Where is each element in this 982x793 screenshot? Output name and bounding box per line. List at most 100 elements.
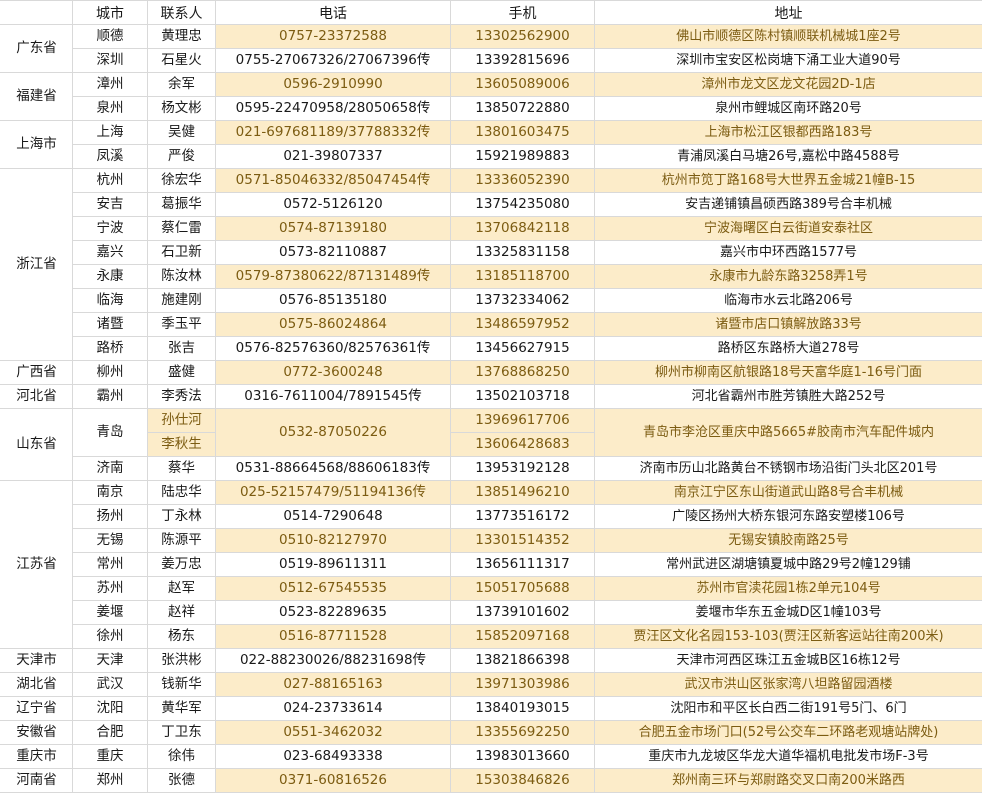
cell-mobile: 13302562900	[451, 25, 595, 49]
cell-city: 济南	[73, 457, 148, 481]
cell-mobile: 15852097168	[451, 625, 595, 649]
cell-city: 漳州	[73, 73, 148, 97]
cell-phone: 0514-7290648	[216, 505, 451, 529]
cell-mobile: 13732334062	[451, 289, 595, 313]
cell-person: 赵军	[148, 577, 216, 601]
cell-person: 徐伟	[148, 745, 216, 769]
cell-phone: 0516-87711528	[216, 625, 451, 649]
cell-city: 永康	[73, 265, 148, 289]
cell-person: 丁永林	[148, 505, 216, 529]
cell-city: 深圳	[73, 49, 148, 73]
cell-phone: 0595-22470958/28050658传	[216, 97, 451, 121]
cell-city: 天津	[73, 649, 148, 673]
cell-province: 辽宁省	[1, 697, 73, 721]
cell-mobile: 13969617706	[451, 409, 595, 433]
cell-person: 陈源平	[148, 529, 216, 553]
cell-person: 杨文彬	[148, 97, 216, 121]
cell-person: 吴健	[148, 121, 216, 145]
header-province	[1, 1, 73, 25]
cell-phone: 0531-88664568/88606183传	[216, 457, 451, 481]
cell-mobile: 15303846826	[451, 769, 595, 793]
header-mobile: 手机	[451, 1, 595, 25]
cell-address: 沈阳市和平区长白西二街191号5门、6门	[595, 697, 982, 721]
cell-province: 福建省	[1, 73, 73, 121]
cell-province: 湖北省	[1, 673, 73, 697]
cell-address: 武汉市洪山区张家湾八坦路留园酒楼	[595, 673, 982, 697]
cell-person: 黄理忠	[148, 25, 216, 49]
cell-person: 季玉平	[148, 313, 216, 337]
table-header-row: 城市 联系人 电话 手机 地址	[1, 1, 982, 25]
cell-person: 李秀法	[148, 385, 216, 409]
cell-city: 无锡	[73, 529, 148, 553]
cell-person: 葛振华	[148, 193, 216, 217]
cell-phone: 0573-82110887	[216, 241, 451, 265]
cell-person: 蔡仁雷	[148, 217, 216, 241]
cell-phone: 0572-5126120	[216, 193, 451, 217]
cell-phone: 0551-3462032	[216, 721, 451, 745]
cell-person: 张洪彬	[148, 649, 216, 673]
cell-phone: 0519-89611311	[216, 553, 451, 577]
cell-province: 浙江省	[1, 169, 73, 361]
cell-address: 路桥区东路桥大道278号	[595, 337, 982, 361]
cell-mobile: 13801603475	[451, 121, 595, 145]
cell-mobile: 13739101602	[451, 601, 595, 625]
cell-address: 永康市九龄东路3258弄1号	[595, 265, 982, 289]
cell-person: 严俊	[148, 145, 216, 169]
cell-phone: 0757-23372588	[216, 25, 451, 49]
cell-mobile: 13486597952	[451, 313, 595, 337]
cell-city: 上海	[73, 121, 148, 145]
cell-address: 广陵区扬州大桥东银河东路安塑楼106号	[595, 505, 982, 529]
cell-address: 嘉兴市中环西路1577号	[595, 241, 982, 265]
cell-mobile: 13456627915	[451, 337, 595, 361]
cell-mobile: 13606428683	[451, 433, 595, 457]
cell-phone: 0523-82289635	[216, 601, 451, 625]
cell-phone: 0576-82576360/82576361传	[216, 337, 451, 361]
cell-mobile: 13850722880	[451, 97, 595, 121]
cell-mobile: 13983013660	[451, 745, 595, 769]
cell-city: 诸暨	[73, 313, 148, 337]
cell-mobile: 13301514352	[451, 529, 595, 553]
cell-address: 安吉递铺镇昌硕西路389号合丰机械	[595, 193, 982, 217]
cell-mobile: 13773516172	[451, 505, 595, 529]
cell-address: 济南市历山北路黄台不锈钢市场沿街门头北区201号	[595, 457, 982, 481]
cell-phone: 021-39807337	[216, 145, 451, 169]
cell-person: 李秋生	[148, 433, 216, 457]
header-address: 地址	[595, 1, 982, 25]
cell-address: 天津市河西区珠江五金城B区16栋12号	[595, 649, 982, 673]
cell-phone: 0579-87380622/87131489传	[216, 265, 451, 289]
cell-phone: 0571-85046332/85047454传	[216, 169, 451, 193]
cell-address: 佛山市顺德区陈村镇顺联机械城1座2号	[595, 25, 982, 49]
cell-person: 丁卫东	[148, 721, 216, 745]
cell-person: 黄华军	[148, 697, 216, 721]
cell-province: 安徽省	[1, 721, 73, 745]
cell-mobile: 13325831158	[451, 241, 595, 265]
cell-phone: 027-88165163	[216, 673, 451, 697]
cell-city: 霸州	[73, 385, 148, 409]
cell-address: 深圳市宝安区松岗塘下涌工业大道90号	[595, 49, 982, 73]
cell-person: 盛健	[148, 361, 216, 385]
cell-mobile: 13605089006	[451, 73, 595, 97]
cell-province: 天津市	[1, 649, 73, 673]
cell-mobile: 13821866398	[451, 649, 595, 673]
cell-province: 重庆市	[1, 745, 73, 769]
cell-person: 孙仕河	[148, 409, 216, 433]
cell-person: 张德	[148, 769, 216, 793]
cell-city: 郑州	[73, 769, 148, 793]
cell-address: 河北省霸州市胜芳镇胜大路252号	[595, 385, 982, 409]
cell-address: 南京江宁区东山街道武山路8号合丰机械	[595, 481, 982, 505]
cell-city: 宁波	[73, 217, 148, 241]
cell-province: 江苏省	[1, 481, 73, 649]
